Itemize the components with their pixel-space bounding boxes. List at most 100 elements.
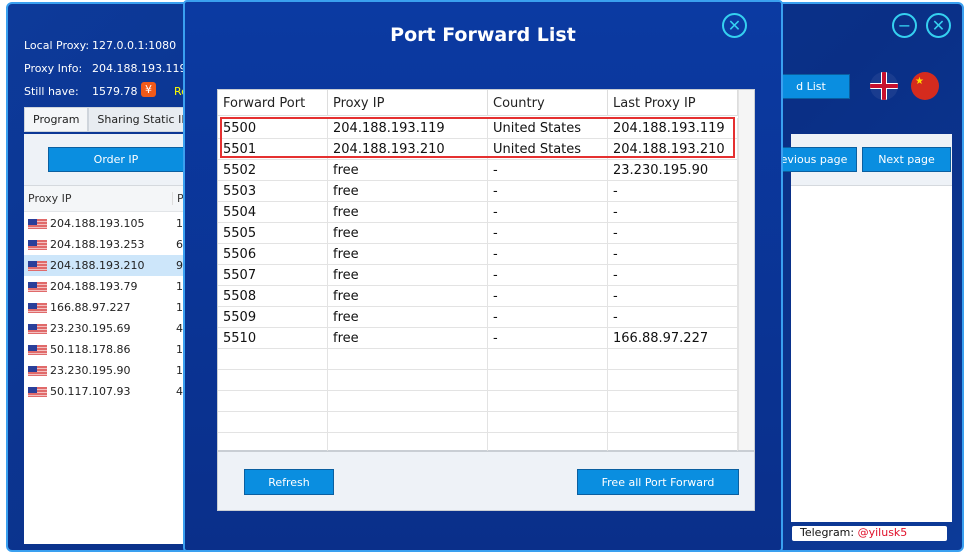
proxy-ip: 50.117.107.93 — [50, 385, 131, 398]
table-cell — [608, 391, 738, 412]
table-row[interactable]: 5505 free - - — [218, 223, 738, 244]
table-cell: 5503 — [218, 181, 328, 202]
table-cell: 204.188.193.119 — [608, 118, 738, 139]
table-cell: - — [488, 181, 608, 202]
table-cell: free — [328, 223, 488, 244]
us-flag-icon — [28, 281, 47, 292]
table-cell: free — [328, 265, 488, 286]
table-row[interactable]: 5506 free - - — [218, 244, 738, 265]
order-ip-button[interactable]: Order IP — [48, 147, 184, 172]
column-header[interactable]: Country — [488, 90, 608, 116]
table-cell: 5504 — [218, 202, 328, 223]
proxy-list-row[interactable]: 204.188.193.253 6 — [24, 234, 194, 255]
telegram-label: Telegram: — [800, 526, 855, 539]
previous-page-button[interactable]: evious page — [771, 147, 857, 172]
table-cell — [218, 412, 328, 433]
table-row[interactable]: 5508 free - - — [218, 286, 738, 307]
table-row[interactable]: 5504 free - - — [218, 202, 738, 223]
telegram-contact: Telegram: @yilusk5 — [792, 526, 947, 541]
column-header[interactable]: Forward Port — [218, 90, 328, 116]
dialog-title: Port Forward List — [390, 24, 576, 46]
table-cell — [328, 391, 488, 412]
table-cell: - — [488, 160, 608, 181]
table-row[interactable]: 5510 free -166.88.97.227 — [218, 328, 738, 349]
highlight-box — [220, 117, 735, 158]
table-row[interactable] — [218, 349, 738, 370]
table-cell: - — [488, 265, 608, 286]
local-proxy-value: 127.0.0.1:1080 — [92, 39, 177, 52]
table-cell: 5505 — [218, 223, 328, 244]
table-cell: 5510 — [218, 328, 328, 349]
table-row[interactable]: 5502 free -23.230.195.90 — [218, 160, 738, 181]
dialog-footer: Refresh Free all Port Forward — [217, 451, 755, 511]
scrollbar[interactable] — [738, 90, 754, 450]
table-cell: - — [608, 244, 738, 265]
column-header[interactable]: Proxy IP — [328, 90, 488, 116]
proxy-list-row[interactable]: 50.117.107.93 4 — [24, 381, 194, 402]
close-icon[interactable]: ✕ — [926, 13, 951, 38]
table-cell: 5509 — [218, 307, 328, 328]
proxy-ip: 204.188.193.253 — [50, 238, 145, 251]
refresh-button[interactable]: Refresh — [244, 469, 334, 495]
table-cell: free — [328, 328, 488, 349]
proxy-list-row[interactable]: 204.188.193.105 1 — [24, 213, 194, 234]
table-cell — [608, 370, 738, 391]
table-cell: 5500 — [218, 118, 328, 139]
table-cell — [488, 412, 608, 433]
table-cell: 5501 — [218, 139, 328, 160]
table-cell: free — [328, 160, 488, 181]
proxy-list-row[interactable]: 204.188.193.210 9 — [24, 255, 194, 276]
table-row[interactable]: 5507 free - - — [218, 265, 738, 286]
chinese-flag-icon[interactable]: ★ — [911, 72, 939, 100]
minimize-icon[interactable]: − — [892, 13, 917, 38]
proxy-col2-partial: 1 — [176, 343, 183, 356]
table-cell — [218, 391, 328, 412]
proxy-col2-partial: 1 — [176, 364, 183, 377]
english-flag-icon[interactable] — [870, 72, 898, 100]
tab-sharing-static-ip[interactable]: Sharing Static IP — [88, 107, 197, 132]
table-cell: 204.188.193.119 — [328, 118, 488, 139]
proxy-ip: 204.188.193.79 — [50, 280, 138, 293]
table-cell: United States — [488, 118, 608, 139]
table-cell — [328, 370, 488, 391]
column-header[interactable]: Last Proxy IP — [608, 90, 738, 116]
tab-program[interactable]: Program — [24, 107, 89, 132]
table-row[interactable] — [218, 370, 738, 391]
port-forward-dialog: Port Forward List ✕ Forward Port Proxy IP… — [183, 0, 783, 552]
proxy-list-row[interactable]: 23.230.195.69 4 — [24, 318, 194, 339]
proxy-col2-partial: 4 — [176, 385, 183, 398]
table-row[interactable]: 5501 204.188.193.210 United States 204.188.… — [218, 139, 738, 160]
table-cell: 204.188.193.210 — [328, 139, 488, 160]
table-cell: free — [328, 307, 488, 328]
table-cell: - — [608, 265, 738, 286]
proxy-ip: 23.230.195.90 — [50, 364, 131, 377]
us-flag-icon — [28, 323, 47, 334]
table-cell — [328, 349, 488, 370]
next-page-button[interactable]: Next page — [862, 147, 951, 172]
table-row[interactable]: 5503 free - - — [218, 181, 738, 202]
telegram-handle[interactable]: @yilusk5 — [857, 526, 908, 539]
table-row[interactable] — [218, 391, 738, 412]
free-all-port-forward-button[interactable]: Free all Port Forward — [577, 469, 739, 495]
proxy-list-row[interactable]: 204.188.193.79 1 — [24, 276, 194, 297]
coupon-icon[interactable]: ¥ — [141, 82, 156, 97]
dialog-close-icon[interactable]: ✕ — [722, 13, 747, 38]
forward-list-button[interactable]: d List — [772, 74, 850, 99]
table-cell — [488, 391, 608, 412]
table-row[interactable]: 5509 free - - — [218, 307, 738, 328]
proxy-table-header: Proxy IP P — [24, 186, 194, 212]
table-cell: - — [608, 223, 738, 244]
proxy-list-row[interactable]: 166.88.97.227 1 — [24, 297, 194, 318]
proxy-ip: 166.88.97.227 — [50, 301, 131, 314]
table-cell — [488, 370, 608, 391]
table-cell: 23.230.195.90 — [608, 160, 738, 181]
proxy-list-row[interactable]: 50.118.178.86 1 — [24, 339, 194, 360]
table-cell: 5502 — [218, 160, 328, 181]
table-cell: United States — [488, 139, 608, 160]
table-cell — [218, 349, 328, 370]
proxy-list-row[interactable]: 23.230.195.90 1 — [24, 360, 194, 381]
table-row[interactable] — [218, 412, 738, 433]
proxy-col2-partial: 1 — [176, 301, 183, 314]
table-row[interactable]: 5500 204.188.193.119 United States 204.188.… — [218, 118, 738, 139]
table-cell: - — [488, 307, 608, 328]
